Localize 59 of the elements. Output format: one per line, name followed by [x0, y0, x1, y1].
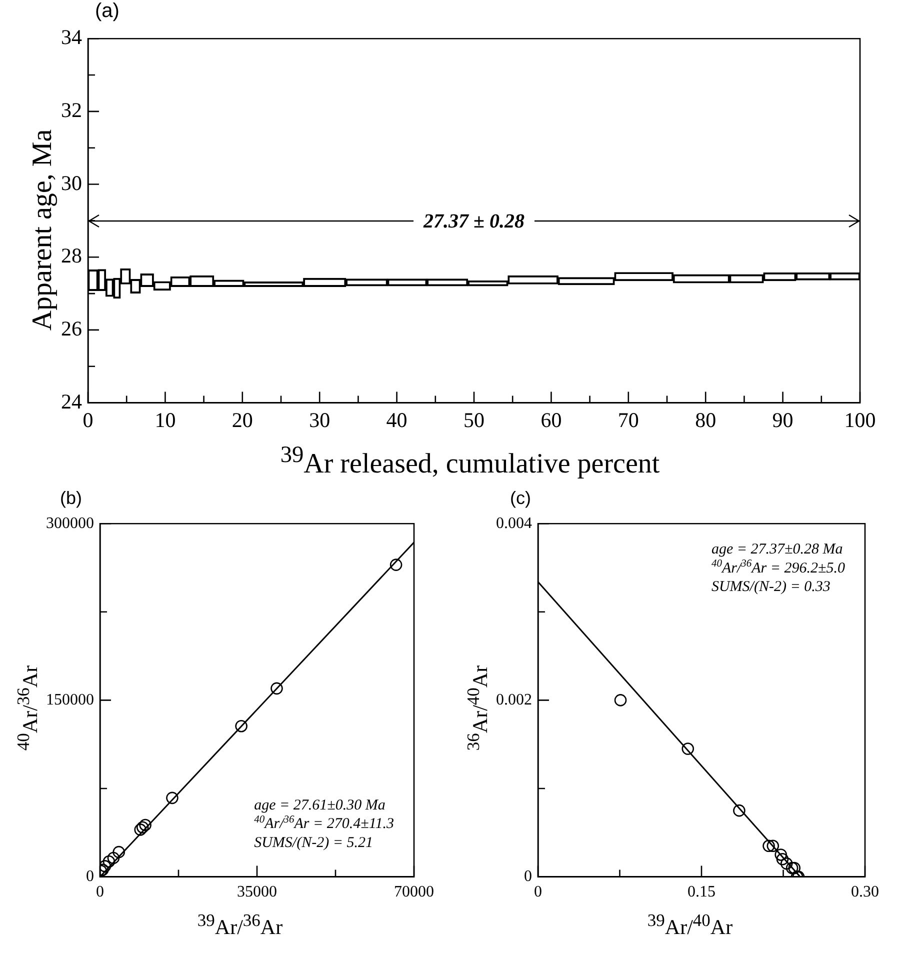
y-tick-label: 34 [61, 25, 82, 50]
point [134, 824, 147, 836]
point [139, 818, 152, 832]
x-tick-label: 35000 [237, 884, 277, 901]
x-tick-label: 0.15 [688, 884, 716, 901]
x-tick-label: 90 [772, 408, 794, 432]
x-tick-label: 20 [232, 408, 253, 432]
y-tick-label: 300000 [46, 514, 94, 532]
x-tick-label: 50 [464, 408, 484, 432]
annotation: SUMS/(N-2) = 5.21 [254, 834, 373, 851]
y-tick-label: 0 [86, 868, 94, 886]
y-tick-label: 28 [61, 244, 82, 268]
point [780, 857, 793, 870]
point [733, 804, 746, 817]
annotation: age = 27.37±0.28 Ma [711, 542, 843, 558]
point [774, 848, 787, 861]
point [788, 862, 801, 874]
x-axis-title: $^{39}$Ar/$^{36}$Ar [196, 910, 284, 940]
x-tick-label: 10 [154, 408, 176, 432]
x-axis-title: $^{39}$Ar released, cumulative percent [279, 442, 661, 480]
y-tick-label: 0.004 [496, 514, 532, 532]
y-tick-label: 150000 [46, 691, 94, 708]
chart-title: (b) [60, 488, 82, 509]
point [166, 792, 178, 804]
x-tick-label: 30 [309, 408, 330, 432]
point [776, 852, 789, 866]
point [786, 862, 798, 874]
y-tick-label: 30 [61, 170, 82, 195]
chart-title: (c) [510, 488, 531, 509]
annotation: age = 27.61±0.30 Ma [254, 797, 386, 814]
x-tick-label: 40 [386, 408, 408, 432]
point [112, 846, 125, 858]
point [107, 852, 120, 864]
x-tick-label: 100 [844, 408, 876, 432]
y-tick-label: 0.002 [496, 691, 532, 708]
y-tick-label: 0 [524, 868, 532, 886]
annotation: SUMS/(N-2) = 0.33 [711, 579, 830, 596]
point [102, 855, 116, 868]
point [766, 840, 780, 852]
point [136, 821, 149, 834]
chart-title: (a) [95, 0, 120, 23]
y-tick-label: 24 [61, 389, 82, 414]
x-tick-label: 70000 [394, 884, 434, 901]
annotation: 27.37 ± 0.28 [422, 210, 524, 233]
x-axis-title: $^{39}$Ar/$^{40}$Ar [646, 910, 734, 940]
point [235, 720, 248, 732]
point [100, 860, 112, 872]
point [270, 682, 283, 695]
y-tick-label: 32 [61, 98, 82, 122]
y-axis-title: Apparent age, Ma [27, 129, 59, 331]
x-tick-label: 60 [540, 408, 562, 432]
x-tick-label: 70 [618, 408, 639, 432]
x-tick-label: 0.30 [851, 884, 879, 901]
point [682, 742, 694, 755]
point [762, 840, 775, 852]
y-tick-label: 26 [61, 316, 82, 340]
point [614, 694, 627, 706]
point [390, 558, 402, 571]
x-tick-label: 80 [695, 408, 716, 432]
